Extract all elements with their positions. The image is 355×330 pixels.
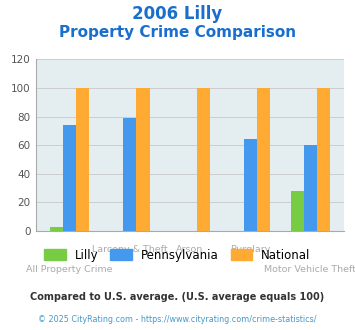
Bar	[304, 145, 317, 231]
Text: 2006 Lilly: 2006 Lilly	[132, 5, 223, 23]
Bar	[50, 227, 63, 231]
Text: Motor Vehicle Theft: Motor Vehicle Theft	[264, 265, 355, 274]
Bar	[136, 88, 149, 231]
Text: Compared to U.S. average. (U.S. average equals 100): Compared to U.S. average. (U.S. average …	[31, 292, 324, 302]
Bar	[76, 88, 89, 231]
Bar	[244, 140, 257, 231]
Legend: Lilly, Pennsylvania, National: Lilly, Pennsylvania, National	[39, 244, 316, 266]
Text: Arson: Arson	[176, 245, 203, 254]
Text: All Property Crime: All Property Crime	[26, 265, 113, 274]
Text: Burglary: Burglary	[230, 245, 271, 254]
Text: © 2025 CityRating.com - https://www.cityrating.com/crime-statistics/: © 2025 CityRating.com - https://www.city…	[38, 315, 317, 324]
Bar	[123, 118, 136, 231]
Bar	[290, 191, 304, 231]
Bar	[197, 88, 210, 231]
Text: Larceny & Theft: Larceny & Theft	[92, 245, 168, 254]
Bar	[257, 88, 270, 231]
Bar	[63, 125, 76, 231]
Text: Property Crime Comparison: Property Crime Comparison	[59, 25, 296, 40]
Bar	[317, 88, 330, 231]
